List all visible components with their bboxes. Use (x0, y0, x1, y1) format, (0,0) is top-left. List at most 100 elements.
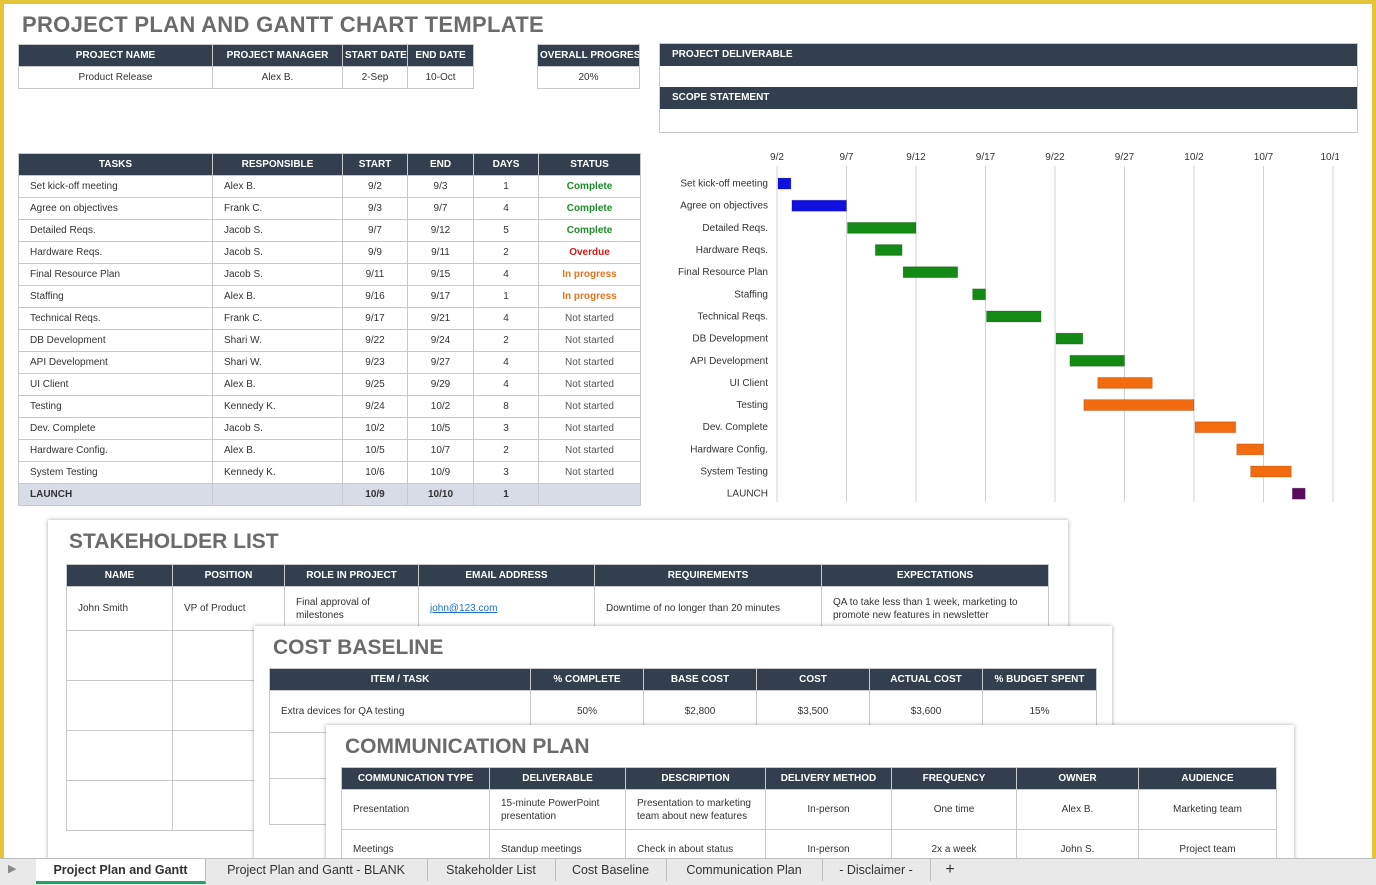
sheet-tab-1[interactable]: Project Plan and Gantt - BLANK (205, 859, 428, 881)
task-resp-cell[interactable]: Frank C. (212, 307, 343, 330)
comm-method-cell[interactable]: In-person (765, 829, 892, 858)
task-task-cell[interactable]: API Development (18, 351, 213, 374)
task-status-cell[interactable]: In progress (538, 285, 641, 308)
task-start-cell[interactable]: 9/16 (342, 285, 408, 308)
task-status-cell[interactable]: In progress (538, 263, 641, 286)
task-start-cell[interactable]: 9/23 (342, 351, 408, 374)
task-task-cell[interactable]: Hardware Config. (18, 439, 213, 462)
task-end-cell[interactable]: 9/11 (407, 241, 474, 264)
task-status-cell[interactable]: Complete (538, 175, 641, 198)
task-end-cell[interactable]: 10/9 (407, 461, 474, 484)
sheet-tab-4[interactable]: Communication Plan (666, 859, 823, 881)
task-days-cell[interactable]: 5 (473, 219, 539, 242)
launch-task-cell[interactable]: LAUNCH (18, 483, 213, 506)
sheet-tab-5[interactable]: - Disclaimer - (822, 859, 931, 881)
project-manager-cell[interactable]: Alex B. (212, 66, 343, 89)
task-days-cell[interactable]: 4 (473, 197, 539, 220)
task-task-cell[interactable]: Hardware Reqs. (18, 241, 213, 264)
task-end-cell[interactable]: 9/21 (407, 307, 474, 330)
comm-frequency-cell[interactable]: 2x a week (891, 829, 1017, 858)
stakeholder-name-cell[interactable]: John Smith (66, 586, 173, 631)
task-status-cell[interactable]: Not started (538, 329, 641, 352)
task-days-cell[interactable]: 4 (473, 307, 539, 330)
task-status-cell[interactable]: Not started (538, 373, 641, 396)
task-task-cell[interactable]: Staffing (18, 285, 213, 308)
comm-owner-cell[interactable]: Alex B. (1016, 789, 1139, 830)
task-end-cell[interactable]: 10/7 (407, 439, 474, 462)
task-task-cell[interactable]: Dev. Complete (18, 417, 213, 440)
task-days-cell[interactable]: 4 (473, 351, 539, 374)
add-sheet-button[interactable]: + (945, 861, 955, 878)
stakeholder-requirements-cell[interactable]: Downtime of no longer than 20 minutes (594, 586, 822, 631)
task-task-cell[interactable]: Final Resource Plan (18, 263, 213, 286)
task-task-cell[interactable]: Testing (18, 395, 213, 418)
task-task-cell[interactable]: DB Development (18, 329, 213, 352)
comm-description-cell[interactable]: Check in about status (625, 829, 766, 858)
task-end-cell[interactable]: 9/3 (407, 175, 474, 198)
project-name-cell[interactable]: Product Release (18, 66, 213, 89)
task-resp-cell[interactable]: Jacob S. (212, 263, 343, 286)
task-start-cell[interactable]: 9/24 (342, 395, 408, 418)
stakeholder-role-cell[interactable]: Final approval of milestones (284, 586, 419, 631)
task-status-cell[interactable]: Overdue (538, 241, 641, 264)
task-end-cell[interactable]: 9/15 (407, 263, 474, 286)
comm-deliverable-cell[interactable]: 15-minute PowerPoint presentation (489, 789, 626, 830)
task-task-cell[interactable]: Technical Reqs. (18, 307, 213, 330)
project-deliverable-field[interactable] (660, 66, 1357, 87)
task-resp-cell[interactable]: Kennedy K. (212, 461, 343, 484)
sheet-tab-2[interactable]: Stakeholder List (427, 859, 556, 881)
task-resp-cell[interactable]: Jacob S. (212, 417, 343, 440)
task-status-cell[interactable]: Complete (538, 197, 641, 220)
task-status-cell[interactable]: Complete (538, 219, 641, 242)
task-days-cell[interactable]: 4 (473, 263, 539, 286)
task-end-cell[interactable]: 10/5 (407, 417, 474, 440)
launch-start-cell[interactable]: 10/9 (342, 483, 408, 506)
stakeholder-position-cell[interactable]: VP of Product (172, 586, 285, 631)
task-days-cell[interactable]: 2 (473, 241, 539, 264)
task-resp-cell[interactable]: Alex B. (212, 439, 343, 462)
comm-owner-cell[interactable]: John S. (1016, 829, 1139, 858)
task-end-cell[interactable]: 9/27 (407, 351, 474, 374)
stakeholder-email-link[interactable]: john@123.com (418, 586, 595, 631)
task-resp-cell[interactable]: Alex B. (212, 285, 343, 308)
task-start-cell[interactable]: 10/5 (342, 439, 408, 462)
task-end-cell[interactable]: 9/12 (407, 219, 474, 242)
task-end-cell[interactable]: 9/29 (407, 373, 474, 396)
task-end-cell[interactable]: 9/24 (407, 329, 474, 352)
task-days-cell[interactable]: 4 (473, 373, 539, 396)
task-task-cell[interactable]: UI Client (18, 373, 213, 396)
comm-description-cell[interactable]: Presentation to marketing team about new… (625, 789, 766, 830)
task-end-cell[interactable]: 9/7 (407, 197, 474, 220)
stakeholder-expectations-cell[interactable]: QA to take less than 1 week, marketing t… (821, 586, 1049, 631)
task-resp-cell[interactable]: Alex B. (212, 175, 343, 198)
comm-method-cell[interactable]: In-person (765, 789, 892, 830)
scroll-tabs-right-icon[interactable]: ▶ (8, 863, 17, 875)
task-days-cell[interactable]: 8 (473, 395, 539, 418)
comm-audience-cell[interactable]: Marketing team (1138, 789, 1277, 830)
task-end-cell[interactable]: 9/17 (407, 285, 474, 308)
task-start-cell[interactable]: 9/17 (342, 307, 408, 330)
task-start-cell[interactable]: 9/11 (342, 263, 408, 286)
comm-deliverable-cell[interactable]: Standup meetings (489, 829, 626, 858)
task-start-cell[interactable]: 9/9 (342, 241, 408, 264)
launch-status-cell[interactable] (538, 483, 641, 506)
task-resp-cell[interactable]: Shari W. (212, 351, 343, 374)
task-resp-cell[interactable]: Alex B. (212, 373, 343, 396)
task-end-cell[interactable]: 10/2 (407, 395, 474, 418)
task-start-cell[interactable]: 10/6 (342, 461, 408, 484)
sheet-tab-3[interactable]: Cost Baseline (555, 859, 667, 881)
task-start-cell[interactable]: 9/7 (342, 219, 408, 242)
task-days-cell[interactable]: 1 (473, 175, 539, 198)
task-task-cell[interactable]: Agree on objectives (18, 197, 213, 220)
task-resp-cell[interactable]: Shari W. (212, 329, 343, 352)
overall-progress-cell[interactable]: 20% (537, 66, 640, 89)
task-task-cell[interactable]: Set kick-off meeting (18, 175, 213, 198)
task-start-cell[interactable]: 10/2 (342, 417, 408, 440)
launch-days-cell[interactable]: 1 (473, 483, 539, 506)
task-status-cell[interactable]: Not started (538, 439, 641, 462)
task-days-cell[interactable]: 3 (473, 461, 539, 484)
comm-frequency-cell[interactable]: One time (891, 789, 1017, 830)
comm-audience-cell[interactable]: Project team (1138, 829, 1277, 858)
task-resp-cell[interactable]: Kennedy K. (212, 395, 343, 418)
task-days-cell[interactable]: 2 (473, 329, 539, 352)
